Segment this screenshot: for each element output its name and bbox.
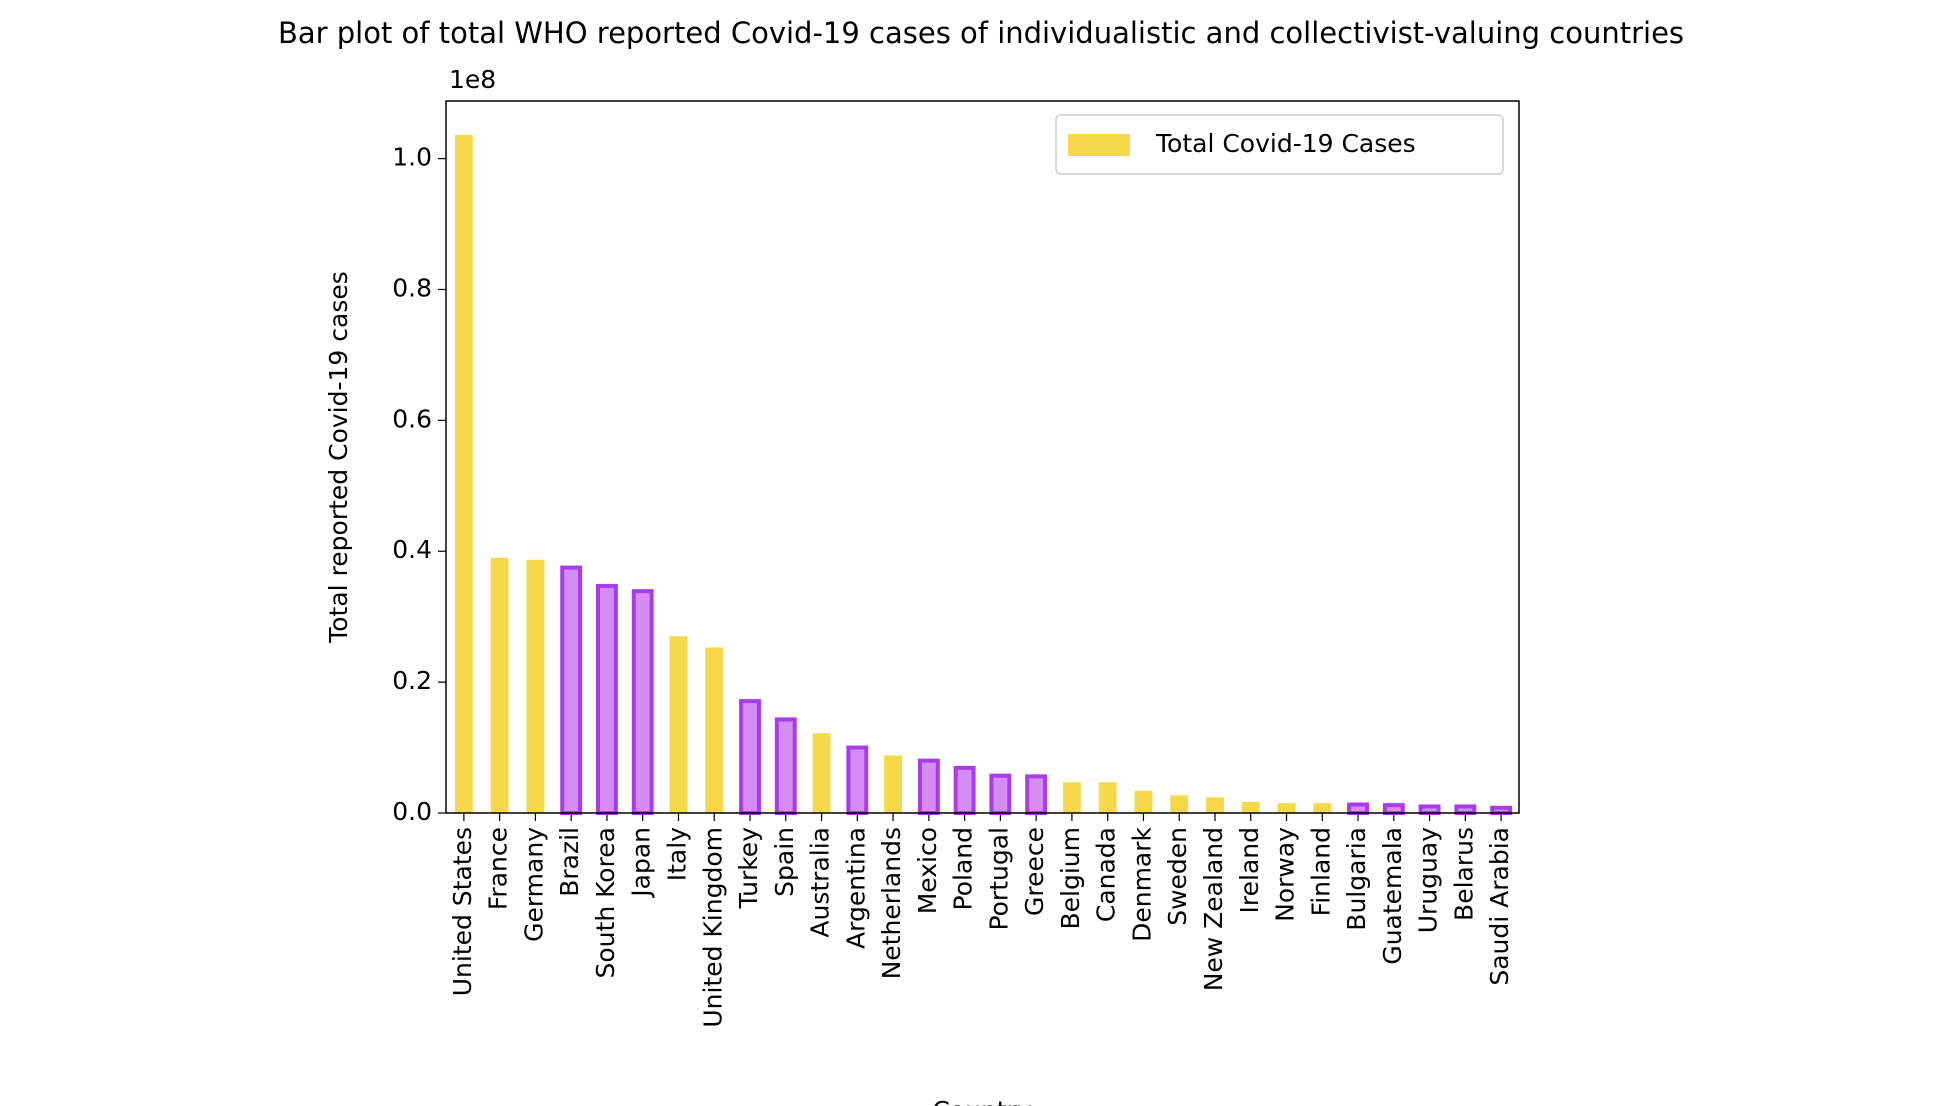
bar (989, 773, 1012, 816)
x-tick-label: Belgium (1056, 827, 1085, 930)
bar (1134, 790, 1153, 813)
bar (812, 733, 831, 813)
bar (705, 647, 724, 813)
x-tick-label: Japan (627, 827, 656, 899)
y-tick-label: 1.0 (392, 143, 432, 172)
x-tick-label: Sweden (1163, 827, 1192, 926)
legend-label: Total Covid-19 Cases (1155, 129, 1416, 158)
y-tick-label: 0.4 (392, 535, 432, 564)
bar (631, 589, 654, 815)
y-axis-label: Total reported Covid-19 cases (324, 271, 353, 644)
bar (1313, 803, 1332, 813)
chart-title: Bar plot of total WHO reported Covid-19 … (278, 16, 1684, 50)
x-tick-label: Germany (519, 827, 548, 942)
legend-swatch (1068, 134, 1130, 156)
x-tick-label: Portugal (984, 827, 1013, 931)
bar (1170, 795, 1189, 813)
x-tick-label: South Korea (591, 827, 620, 978)
x-tick-label: Belarus (1449, 827, 1478, 921)
bar (1277, 803, 1296, 813)
bar (884, 755, 903, 813)
x-tick-label: Denmark (1127, 826, 1156, 941)
bar (1025, 774, 1048, 816)
x-tick-label: Ireland (1235, 827, 1264, 913)
x-tick-label: Norway (1271, 827, 1300, 922)
bar (846, 745, 869, 816)
bar (454, 135, 473, 813)
bar (1241, 801, 1260, 813)
x-tick-label: Saudi Arabia (1485, 827, 1514, 986)
bar (490, 557, 509, 813)
bar (917, 758, 940, 815)
bar (1454, 804, 1477, 815)
x-tick-label: Brazil (555, 827, 584, 897)
y-tick-label: 0.2 (392, 666, 432, 695)
bar (669, 636, 688, 813)
bar (953, 765, 976, 815)
x-tick-label: Netherlands (877, 827, 906, 979)
x-tick-label: Mexico (913, 827, 942, 914)
bar (774, 717, 797, 816)
x-axis-label: Country (932, 1096, 1032, 1106)
legend-box (1055, 114, 1504, 175)
x-tick-label: Poland (949, 827, 978, 910)
x-tick-label: New Zealand (1199, 827, 1228, 991)
y-tick-label: 0.8 (392, 273, 432, 302)
x-tick-label: United States (448, 827, 477, 996)
x-tick-label: Guatemala (1378, 827, 1407, 965)
x-tick-label: Finland (1306, 827, 1335, 916)
x-tick-label: Spain (770, 827, 799, 897)
bar (526, 559, 545, 813)
x-tick-label: Greece (1020, 827, 1049, 916)
bar (1062, 782, 1081, 813)
bar (1347, 802, 1369, 816)
bar (1098, 782, 1117, 813)
plot-frame (445, 100, 1520, 814)
bar (1382, 803, 1405, 815)
x-tick-label: Bulgaria (1342, 827, 1371, 931)
bar (1490, 805, 1513, 816)
x-tick-label: Italy (662, 827, 691, 881)
x-tick-label: United Kingdom (698, 827, 727, 1028)
x-tick-label: Argentina (841, 827, 870, 949)
x-tick-label: Canada (1092, 827, 1121, 922)
x-tick-label: Turkey (734, 827, 763, 910)
bar (1418, 804, 1441, 815)
y-tick-label: 0.0 (392, 797, 432, 826)
y-offset-label: 1e8 (449, 65, 496, 94)
x-tick-label: Australia (806, 827, 835, 938)
x-tick-label: Uruguay (1414, 827, 1443, 933)
y-tick-label: 0.6 (392, 404, 432, 433)
bar (596, 583, 618, 816)
bar (560, 565, 583, 815)
bar (739, 699, 761, 815)
x-tick-label: France (484, 827, 513, 910)
bar (1206, 797, 1224, 813)
